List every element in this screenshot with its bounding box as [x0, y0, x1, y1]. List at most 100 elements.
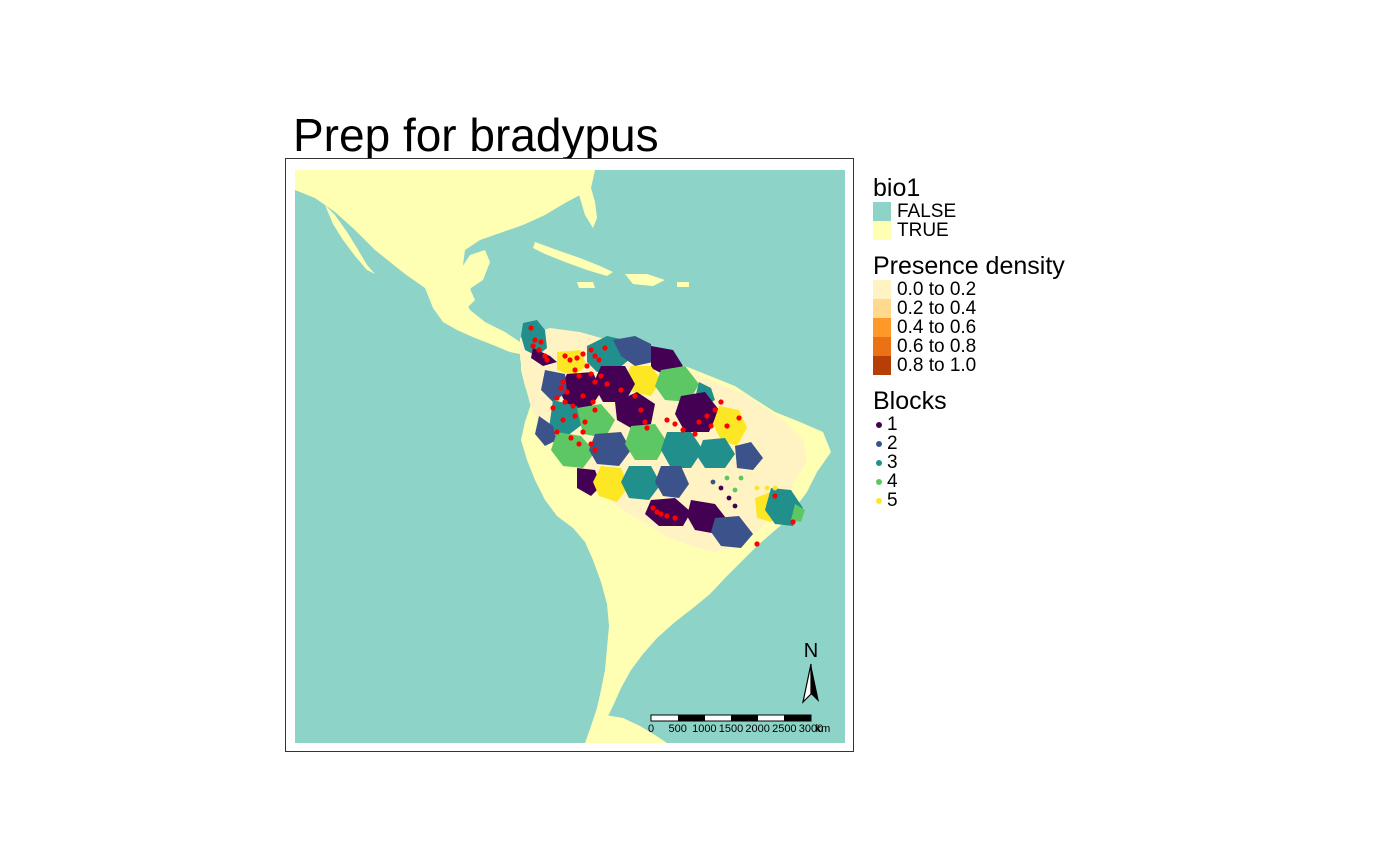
- legend-dot-wrap: [873, 416, 885, 434]
- presence-point: [680, 427, 686, 433]
- legend-label: 0.2 to 0.4: [897, 298, 977, 319]
- presence-point: [754, 541, 760, 547]
- scale-bar-tick-label: 3000: [799, 723, 823, 735]
- land-cuba: [533, 242, 613, 276]
- presence-point: [672, 515, 678, 521]
- scale-bar-tick-label: 1500: [719, 723, 743, 735]
- legend-dot: [876, 421, 882, 428]
- block-point: [732, 503, 738, 509]
- legend-swatch: [873, 221, 891, 240]
- presence-point: [580, 351, 586, 357]
- presence-point: [532, 337, 538, 343]
- block-region: [655, 366, 699, 402]
- block-region: [535, 416, 557, 446]
- legend-dot-wrap: [873, 473, 885, 491]
- legend-presence-item: 0.6 to 0.8: [873, 337, 1065, 356]
- presence-point: [590, 399, 596, 405]
- presence-point: [576, 441, 582, 447]
- block-region: [593, 366, 635, 402]
- block-region: [589, 432, 631, 466]
- block-region: [549, 400, 583, 436]
- legend-blocks-title: Blocks: [873, 387, 947, 415]
- scale-bar-segment: [731, 715, 758, 721]
- legend-bio1-true: TRUE: [873, 221, 1065, 240]
- block-point: [772, 485, 778, 491]
- legend-blocks: Blocks 1 2 3 4 5: [873, 387, 1065, 510]
- block-region: [711, 516, 753, 548]
- legend-dot-wrap: [873, 492, 885, 510]
- presence-point: [588, 371, 594, 377]
- presence-point: [642, 419, 648, 425]
- presence-point: [572, 413, 578, 419]
- legend-dot-wrap: [873, 435, 885, 453]
- presence-point: [588, 347, 594, 353]
- presence-point: [554, 395, 560, 401]
- north-arrow: N: [801, 640, 819, 704]
- presence-point: [567, 357, 573, 363]
- block-point: [724, 475, 730, 481]
- legend-block-item: 4: [873, 472, 1065, 491]
- scale-bar-segment: [678, 715, 705, 721]
- presence-point: [724, 423, 730, 429]
- legend-block-item: 2: [873, 434, 1065, 453]
- legend-dot: [876, 440, 882, 447]
- legend-dot: [876, 459, 882, 466]
- land-florida: [577, 188, 597, 228]
- block-region: [559, 372, 601, 410]
- presence-point: [708, 423, 714, 429]
- presence-point: [558, 385, 564, 391]
- block-point: [710, 479, 716, 485]
- scale-bar-tick-label: 0: [648, 723, 654, 735]
- presence-point: [554, 429, 560, 435]
- presence-point: [572, 367, 578, 373]
- land-north-america: [295, 170, 595, 310]
- block-point: [738, 475, 744, 481]
- block-region: [551, 432, 595, 468]
- scale-bar-tick-label: 500: [668, 723, 686, 735]
- presence-point: [562, 399, 568, 405]
- legend-block-item: 3: [873, 453, 1065, 472]
- north-arrow-icon-dark: [811, 664, 819, 702]
- presence-point: [664, 513, 670, 519]
- presence-point: [644, 425, 650, 431]
- legend-label: 3: [887, 452, 898, 473]
- legend-presence: Presence density 0.0 to 0.2 0.2 to 0.4 0…: [873, 252, 1065, 375]
- land-puerto-rico: [677, 282, 689, 287]
- legend-dot: [876, 497, 882, 504]
- block-region: [621, 466, 661, 500]
- presence-point: [592, 407, 598, 413]
- legend-label: 5: [887, 490, 898, 511]
- legend-swatch: [873, 318, 891, 337]
- legend-swatch: [873, 356, 891, 375]
- presence-point: [598, 373, 604, 379]
- presence-point: [772, 493, 778, 499]
- presence-point: [544, 357, 550, 363]
- presence-point: [542, 353, 548, 359]
- block-region: [613, 336, 653, 366]
- block-region: [615, 392, 655, 428]
- presence-point: [588, 441, 594, 447]
- block-region: [675, 392, 719, 432]
- block-region: [735, 442, 763, 470]
- presence-point: [658, 511, 664, 517]
- legend-label: 2: [887, 433, 898, 454]
- block-region: [625, 366, 661, 396]
- presence-point: [736, 415, 742, 421]
- legend-label: 0.4 to 0.6: [897, 317, 977, 338]
- scale-bar-tick-label: 2500: [772, 723, 796, 735]
- block-point: [732, 487, 738, 493]
- block-region: [593, 466, 629, 502]
- legend-presence-item: 0.8 to 1.0: [873, 356, 1065, 375]
- presence-point: [592, 353, 598, 359]
- presence-point: [550, 405, 556, 411]
- presence-point: [562, 353, 568, 359]
- presence-point: [632, 393, 638, 399]
- legend-label: 0.6 to 0.8: [897, 336, 977, 357]
- legend-label: 4: [887, 471, 898, 492]
- presence-point: [560, 379, 566, 385]
- presence-point: [584, 363, 590, 369]
- block-point: [754, 485, 760, 491]
- block-region: [541, 370, 567, 402]
